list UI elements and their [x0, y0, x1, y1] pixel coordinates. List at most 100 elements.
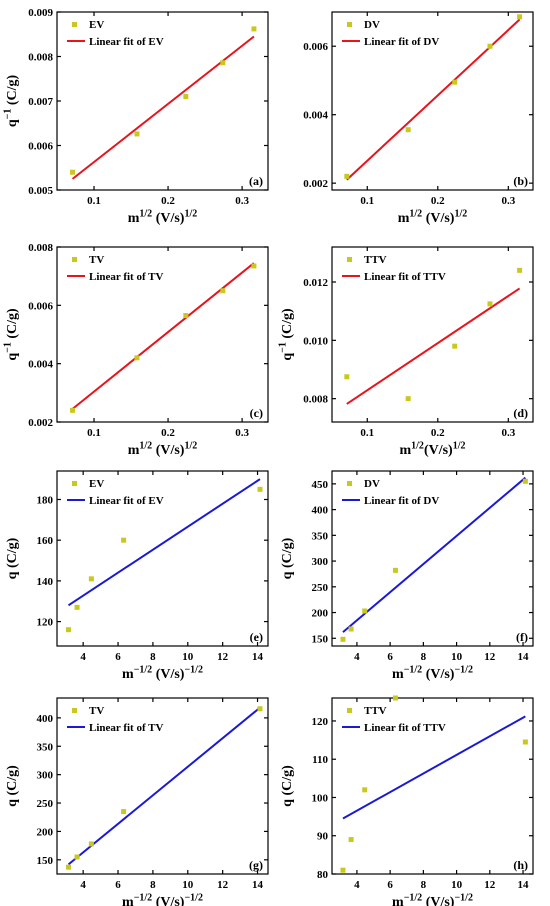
panel-label: (d)	[513, 406, 528, 420]
chart-panel-4: 0.1 0.2 0.3 0.008 0.010 0.012 m1/2(V/s)1/2 q−1 …	[277, 246, 534, 458]
x-tick-label: 12	[217, 879, 229, 891]
fit-line	[342, 715, 526, 820]
y-tick-label: 0.012	[303, 277, 328, 289]
y-tick-label: 0.006	[303, 41, 328, 53]
x-tick-label: 0.1	[360, 195, 374, 207]
x-tick-label: 0.2	[161, 195, 175, 207]
data-point	[522, 478, 528, 484]
y-tick-label: 100	[312, 792, 329, 804]
legend-fit-label: Linear fit of TV	[89, 271, 164, 283]
x-tick-label: 0.1	[360, 427, 374, 439]
legend-point-swatch	[347, 22, 352, 27]
data-point	[348, 837, 354, 843]
fit-line	[71, 262, 255, 410]
data-point	[88, 576, 94, 582]
y-tick-label: 0.004	[28, 359, 53, 371]
y-tick-label: 0.004	[303, 110, 328, 122]
x-tick-label: 0.2	[161, 427, 175, 439]
y-tick-label: 200	[37, 826, 54, 838]
x-axis-label: m−1/2 (V/s)−1/2	[392, 664, 473, 682]
data-point	[257, 706, 263, 712]
panel-label: (b)	[513, 174, 528, 188]
data-point	[517, 267, 523, 273]
data-point	[134, 355, 140, 361]
data-point	[340, 636, 346, 642]
x-tick-label: 6	[115, 651, 121, 663]
data-point	[405, 127, 411, 133]
legend-point-swatch	[347, 481, 352, 486]
data-point	[66, 627, 72, 633]
data-point	[487, 301, 493, 307]
x-axis-label: m1/2 (V/s)1/2	[398, 208, 468, 226]
data-point	[362, 787, 368, 793]
y-tick-label: 350	[37, 741, 54, 753]
legend-point-swatch	[347, 708, 352, 713]
legend-point-swatch	[72, 708, 77, 713]
x-axis-label: m−1/2 (V/s)−1/2	[122, 892, 203, 906]
data-point	[452, 79, 458, 85]
y-tick-label: 160	[37, 535, 54, 547]
x-tick-label: 14	[252, 651, 264, 663]
data-point	[251, 263, 257, 269]
legend-points-label: EV	[89, 478, 104, 490]
x-tick-label: 10	[451, 651, 463, 663]
data-point	[251, 26, 257, 32]
x-tick-label: 0.2	[431, 427, 445, 439]
x-tick-label: 10	[182, 651, 194, 663]
legend-point-swatch	[72, 257, 77, 262]
y-axis-label: q (C/g)	[5, 765, 20, 807]
y-axis-label: q−1 (C/g)	[277, 308, 295, 361]
data-point	[70, 407, 76, 413]
y-tick-label: 110	[312, 754, 328, 766]
data-point	[134, 131, 140, 137]
panel-label: (c)	[250, 406, 263, 420]
y-tick-label: 120	[312, 716, 329, 728]
y-tick-label: 0.009	[28, 7, 53, 19]
x-tick-label: 0.3	[235, 195, 249, 207]
data-point	[74, 604, 80, 610]
data-point	[257, 486, 263, 492]
legend-point-swatch	[347, 257, 352, 262]
plot-frame	[331, 246, 534, 423]
data-point	[405, 396, 411, 402]
legend-points-label: TTV	[364, 254, 387, 266]
x-axis-label: m1/2 (V/s)1/2	[128, 208, 198, 226]
y-axis-label: q−1 (C/g)	[2, 75, 20, 128]
data-point	[362, 608, 368, 614]
y-tick-label: 0.002	[303, 178, 328, 190]
panel-label: (e)	[250, 630, 263, 644]
data-point	[220, 288, 226, 294]
y-tick-label: 450	[312, 479, 329, 491]
x-tick-label: 0.1	[87, 427, 101, 439]
fit-line	[346, 287, 521, 405]
legend-points-label: TV	[89, 254, 104, 266]
x-tick-label: 14	[252, 879, 264, 891]
y-tick-label: 400	[312, 505, 329, 517]
panel-label: (g)	[249, 858, 263, 872]
data-point	[392, 695, 398, 701]
data-point	[522, 739, 528, 745]
legend-points-label: DV	[364, 19, 380, 31]
panel-label: (a)	[249, 174, 263, 188]
legend-point-swatch	[72, 481, 77, 486]
y-tick-label: 150	[312, 633, 329, 645]
data-point	[183, 94, 189, 100]
chart-panel-6: 4 6 8 10 12 14 150 200 250 300 350 400 450 m−1/2 (V/s…	[280, 470, 534, 682]
x-tick-label: 8	[150, 651, 156, 663]
data-point	[88, 841, 94, 847]
data-point	[70, 169, 76, 175]
fit-line	[71, 35, 255, 180]
x-tick-label: 10	[182, 879, 194, 891]
data-point	[66, 864, 72, 870]
x-tick-label: 0.3	[501, 427, 515, 439]
y-tick-label: 300	[312, 556, 329, 568]
plot-frame	[56, 470, 269, 647]
x-tick-label: 4	[354, 651, 360, 663]
data-point	[340, 867, 346, 873]
plot-frame	[331, 11, 534, 191]
y-tick-label: 0.002	[28, 417, 53, 429]
x-tick-label: 4	[354, 879, 360, 891]
data-point	[344, 374, 350, 380]
data-point	[487, 43, 493, 49]
x-axis-label: m−1/2 (V/s)−1/2	[122, 664, 203, 682]
